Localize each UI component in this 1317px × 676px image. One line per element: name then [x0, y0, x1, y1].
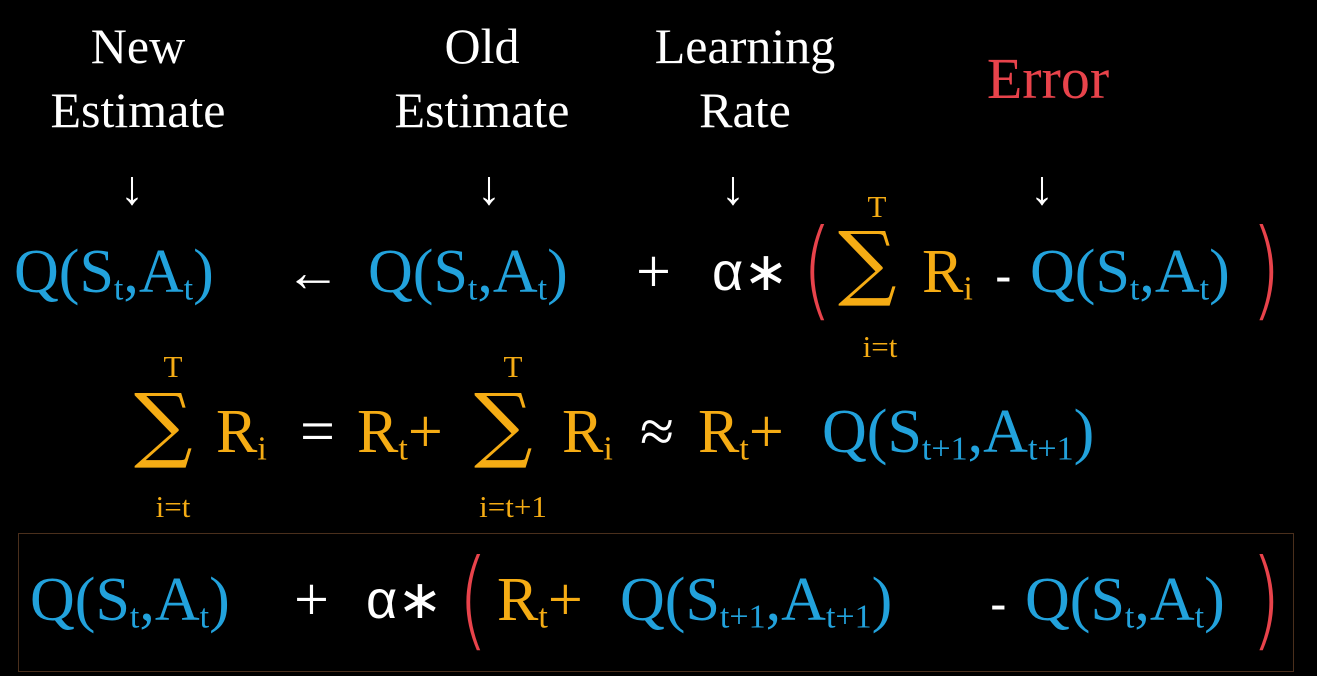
reward-r-i: Ri — [216, 398, 267, 468]
sum-lower-limit: i=t — [155, 489, 191, 524]
equals-sign: = — [300, 398, 335, 466]
error-close-paren: ) — [1250, 537, 1282, 662]
q-next-estimate: Q(St+1,At+1) — [822, 398, 1095, 468]
minus-sign: - — [990, 576, 1007, 632]
q-new-estimate: Q(St,At) — [14, 238, 214, 308]
error-open-paren: ( — [801, 207, 833, 332]
reward-r-t: Rt+ — [698, 398, 784, 468]
final-update-box — [18, 533, 1294, 672]
q-old-estimate: Q(St,At) — [30, 566, 230, 636]
sum-upper-limit: T — [163, 349, 183, 384]
q-next-estimate: Q(St+1,At+1) — [620, 566, 893, 636]
q-error-estimate: Q(St,At) — [1030, 238, 1230, 308]
reward-r-i: Ri — [922, 238, 973, 308]
minus-sign: - — [995, 248, 1012, 304]
q-old-estimate: Q(St,At) — [368, 238, 568, 308]
down-arrow-icon: ↓ — [120, 162, 144, 215]
down-arrow-icon: ↓ — [477, 162, 501, 215]
reward-r-i: Ri — [562, 398, 613, 468]
alpha-times: α∗ — [366, 570, 443, 630]
summation-icon: ∑ — [134, 377, 193, 472]
plus-sign: + — [636, 238, 671, 306]
label-learning-rate: Learning Rate — [654, 18, 836, 138]
sum-upper-limit: T — [503, 349, 523, 384]
label-error: Error — [986, 46, 1110, 111]
reward-r-t: Rt+ — [357, 398, 443, 468]
reward-r-t: Rt+ — [497, 566, 583, 636]
label-old-estimate: Old Estimate — [394, 18, 570, 138]
summation-icon: ∑ — [838, 215, 897, 310]
error-open-paren: ( — [457, 537, 489, 662]
error-close-paren: ) — [1250, 207, 1282, 332]
sum-lower-limit: i=t — [862, 329, 898, 364]
down-arrow-icon: ↓ — [1030, 162, 1054, 215]
summation-icon: ∑ — [474, 377, 533, 472]
plus-sign: + — [294, 566, 329, 634]
down-arrow-icon: ↓ — [721, 162, 745, 215]
q-error-estimate: Q(St,At) — [1025, 566, 1225, 636]
sum-lower-limit: i=t+1 — [479, 489, 547, 524]
assign-arrow-icon: ← — [285, 240, 341, 303]
approx-sign: ≈ — [640, 398, 675, 466]
label-new-estimate: New Estimate — [50, 18, 226, 138]
sum-upper-limit: T — [867, 189, 887, 224]
alpha-times: α∗ — [712, 242, 789, 302]
